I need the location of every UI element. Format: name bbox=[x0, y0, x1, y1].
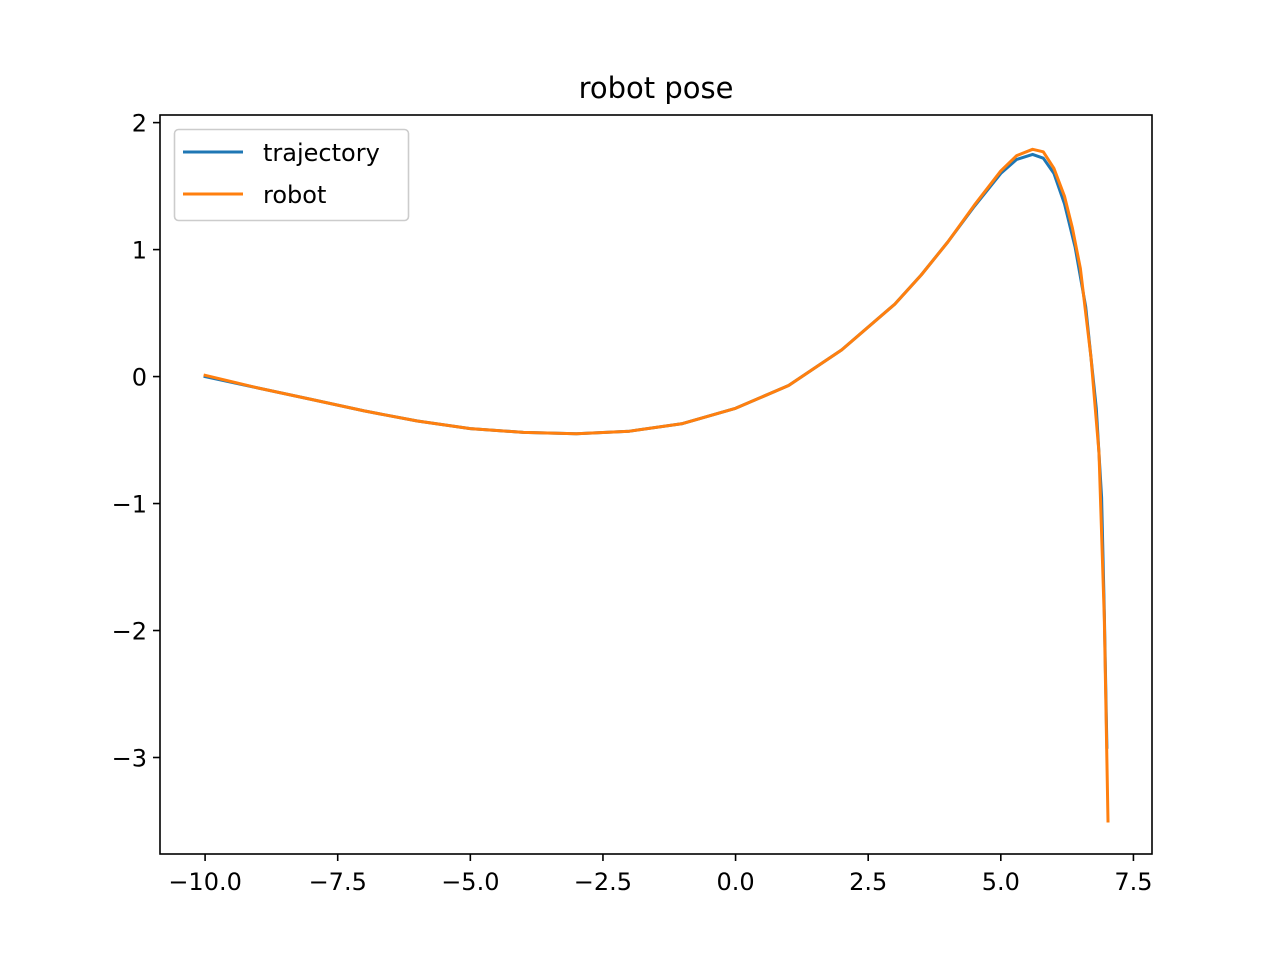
legend-label-trajectory: trajectory bbox=[263, 139, 380, 167]
plot-frame bbox=[159, 114, 1153, 855]
x-tick-label: −7.5 bbox=[309, 868, 367, 896]
legend-label-robot: robot bbox=[263, 181, 326, 209]
y-tick-label: 1 bbox=[132, 237, 147, 265]
x-tick-label: −5.0 bbox=[441, 868, 499, 896]
x-tick-label: 2.5 bbox=[849, 868, 887, 896]
x-axis: −10.0 −7.5 −5.0 −2.5 0.0 2.5 5.0 7.5 bbox=[168, 854, 1153, 896]
y-tick-label: 2 bbox=[132, 110, 147, 138]
y-axis: 2 1 0 −1 −2 −3 bbox=[112, 110, 160, 772]
y-tick-label: 0 bbox=[132, 364, 147, 392]
series-line-robot bbox=[203, 147, 1110, 823]
x-tick-label: −10.0 bbox=[168, 868, 242, 896]
legend: trajectory robot bbox=[173, 128, 410, 222]
y-tick-label: −2 bbox=[112, 618, 147, 646]
series-layer bbox=[203, 147, 1110, 823]
chart-title: robot pose bbox=[579, 71, 734, 105]
x-tick-label: 0.0 bbox=[716, 868, 754, 896]
x-tick-label: 7.5 bbox=[1114, 868, 1152, 896]
x-tick-label: −2.5 bbox=[574, 868, 632, 896]
x-tick-label: 5.0 bbox=[982, 868, 1020, 896]
y-tick-label: −3 bbox=[112, 744, 147, 772]
plot-area-background bbox=[160, 115, 1152, 854]
y-tick-label: −1 bbox=[112, 491, 147, 519]
